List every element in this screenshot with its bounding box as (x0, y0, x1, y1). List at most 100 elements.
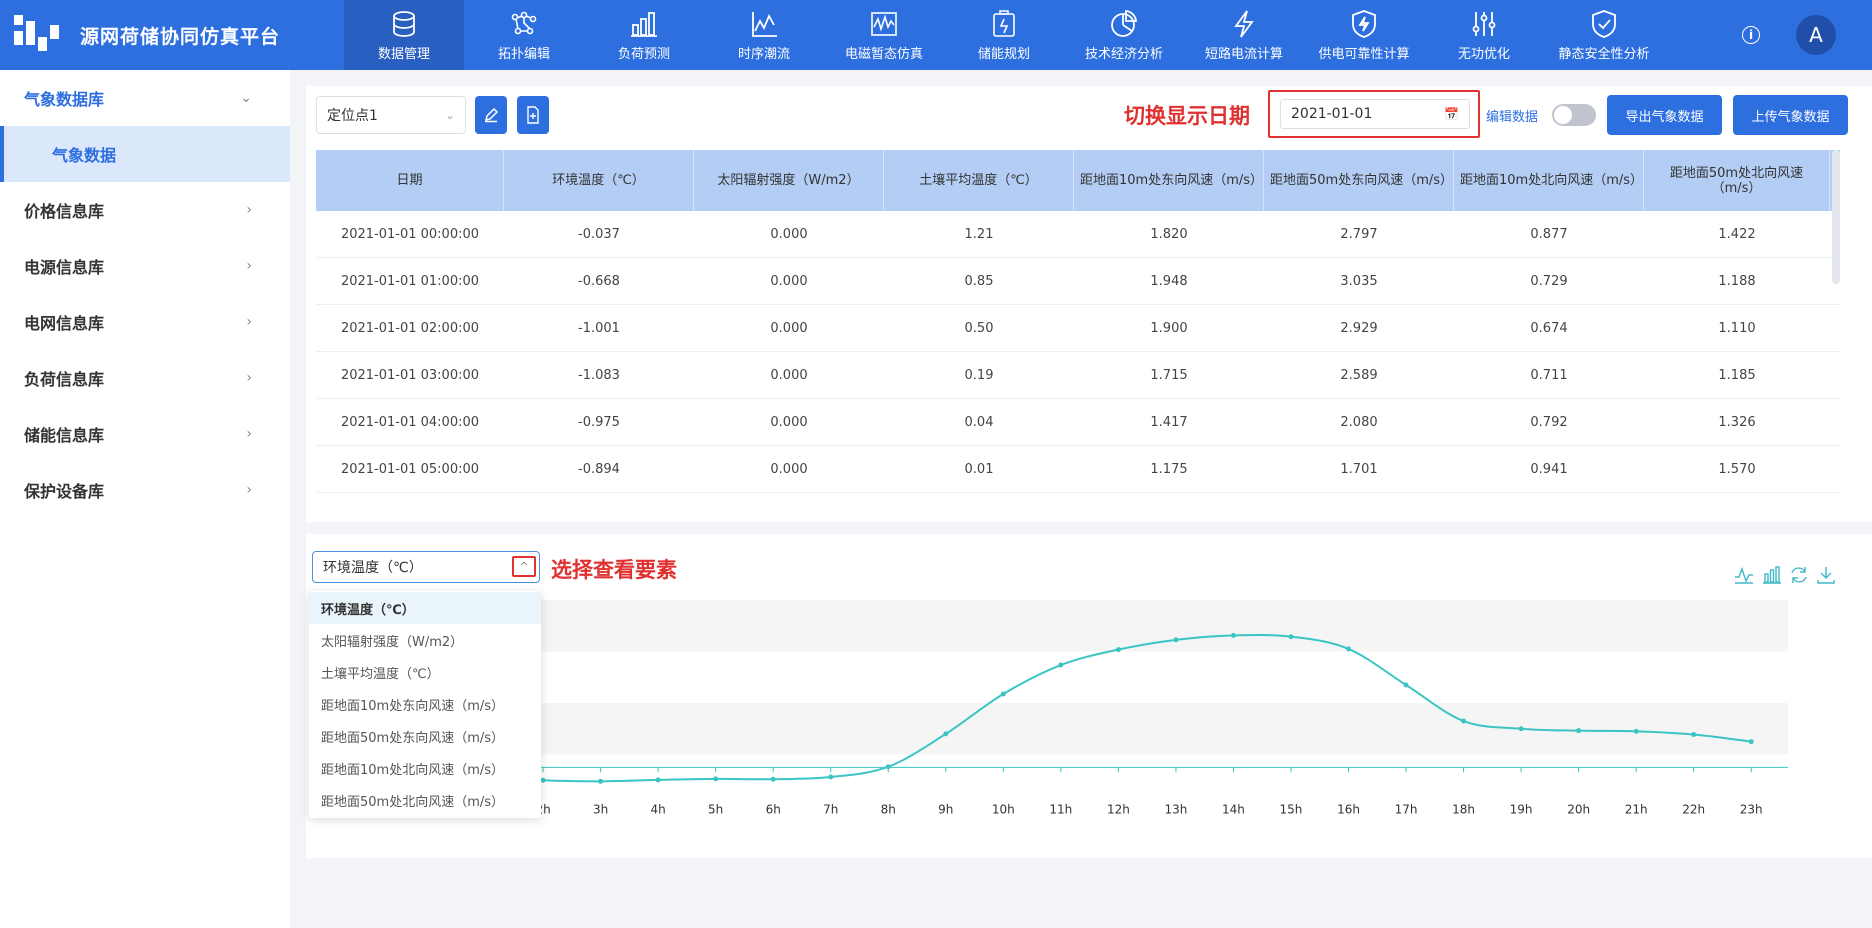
export-weather-button[interactable]: 导出气象数据 (1607, 95, 1722, 135)
dropdown-option[interactable]: 距地面50m处北向风速（m/s） (321, 794, 505, 810)
nav-label: 数据管理 (377, 46, 430, 62)
table-cell: 1.110 (1718, 320, 1756, 336)
table-cell: 0.877 (1530, 226, 1568, 242)
chart-panel (306, 534, 1872, 858)
shield-lightning-icon (1352, 9, 1376, 38)
edit-button[interactable] (475, 96, 507, 134)
data-point (1230, 632, 1236, 638)
data-point (1403, 682, 1409, 688)
table-cell: 2021-01-01 01:00:00 (340, 273, 480, 289)
table-row[interactable]: 2021-01-01 03:00:00 -1.083 0.000 0.19 1.715 2… (316, 352, 1840, 399)
edit-data-toggle[interactable] (1552, 104, 1596, 126)
dropdown-option[interactable]: 环境温度（℃） (309, 592, 541, 624)
sidebar-item-protection-db[interactable]: 保护设备库 › (0, 462, 290, 518)
data-point (1691, 732, 1697, 738)
chevron-right-icon: › (246, 482, 252, 498)
nav-label: 供电可靠性计算 (1318, 46, 1410, 62)
table-cell: 1.948 (1150, 273, 1188, 289)
x-tick-label: 10h (992, 802, 1015, 816)
data-point (1173, 637, 1179, 643)
x-tick-label: 6h (766, 802, 781, 816)
nav-item-reactive-opt[interactable]: 无功优化 (1424, 0, 1544, 70)
data-point (885, 764, 891, 770)
bar-switch-icon[interactable] (1762, 565, 1782, 585)
grid-band (420, 600, 1788, 652)
dropdown-option[interactable]: 太阳辐射强度（W/m2） (321, 634, 464, 650)
chevron-down-icon: ⌄ (444, 108, 455, 122)
table-cell: 1.21 (964, 226, 994, 242)
nav-item-storage-planning[interactable]: 储能规划 (944, 0, 1064, 70)
table-row[interactable]: 2021-01-01 00:00:00 -0.037 0.000 1.21 1.820 2… (316, 211, 1840, 258)
nav-item-timeseries-flow[interactable]: 时序潮流 (704, 0, 824, 70)
sliders-icon (1472, 11, 1496, 36)
lightning-icon (1234, 9, 1254, 38)
table-row[interactable]: 2021-01-01 02:00:00 -1.001 0.000 0.50 1.900 2… (316, 305, 1840, 352)
table-cell: 2.929 (1340, 320, 1378, 336)
column-header: 日期 (316, 150, 504, 211)
table-row[interactable]: 2021-01-01 05:00:00 -0.894 0.000 0.01 1.175 1… (316, 446, 1840, 493)
table-header: 日期 环境温度（℃） 太阳辐射强度（W/m2） 土壤平均温度（℃） 距地面10m… (316, 150, 1840, 211)
table-scrollbar[interactable] (1832, 150, 1840, 284)
nav-item-reliability[interactable]: 供电可靠性计算 (1304, 0, 1424, 70)
avatar[interactable]: A (1796, 15, 1836, 55)
chevron-right-icon: › (246, 426, 252, 442)
nav-item-topology[interactable]: 拓扑编辑 (464, 0, 584, 70)
battery-icon (993, 9, 1015, 37)
info-icon[interactable]: i (1742, 26, 1760, 44)
dropdown-option[interactable]: 距地面10m处北向风速（m/s） (321, 762, 505, 778)
sidebar-item-weather-db[interactable]: 气象数据库 ⌄ (0, 70, 290, 126)
upload-weather-button[interactable]: 上传气象数据 (1733, 95, 1848, 135)
x-tick-label: 19h (1510, 802, 1533, 816)
table-cell: 1.326 (1718, 414, 1756, 430)
nav-item-load-forecast[interactable]: 负荷预测 (584, 0, 704, 70)
line-switch-icon[interactable] (1734, 565, 1754, 585)
nav-item-static-security[interactable]: 静态安全性分析 (1544, 0, 1664, 70)
bar-chart-icon (631, 11, 657, 37)
new-file-button[interactable] (517, 96, 549, 134)
x-tick-label: 23h (1740, 802, 1763, 816)
table-cell: 0.04 (964, 414, 994, 430)
table-cell: 1.820 (1150, 226, 1188, 242)
data-point (1748, 739, 1754, 745)
sidebar-item-price-db[interactable]: 价格信息库 › (0, 182, 290, 238)
date-value: 2021-01-01 (1291, 106, 1373, 122)
table-cell: 1.900 (1150, 320, 1188, 336)
dropdown-option[interactable]: 土壤平均温度（℃） (321, 666, 440, 682)
platform-logo-icon (14, 15, 64, 55)
table-row[interactable]: 2021-01-01 04:00:00 -0.975 0.000 0.04 1.417 2… (316, 399, 1840, 446)
nav-label: 无功优化 (1457, 46, 1510, 62)
location-select-value: 定位点1 (327, 108, 378, 124)
column-header: 太阳辐射强度（W/m2） (694, 150, 884, 211)
calendar-icon: 📅 (1444, 107, 1459, 121)
sidebar-item-storage-db[interactable]: 储能信息库 › (0, 406, 290, 462)
nav-item-short-circuit[interactable]: 短路电流计算 (1184, 0, 1304, 70)
dropdown-option[interactable]: 距地面10m处东向风速（m/s） (321, 698, 505, 714)
nav-item-techno-economic[interactable]: 技术经济分析 (1064, 0, 1184, 70)
nav-item-em-transient[interactable]: 电磁暂态仿真 (824, 0, 944, 70)
data-point (1576, 728, 1582, 734)
element-select[interactable]: 环境温度（℃） (312, 551, 540, 583)
table-cell: 2021-01-01 04:00:00 (340, 414, 480, 430)
x-tick-label: 16h (1337, 802, 1360, 816)
download-icon[interactable] (1816, 565, 1836, 585)
dropdown-option[interactable]: 距地面50m处东向风速（m/s） (321, 730, 505, 746)
table-cell: 1.417 (1150, 414, 1188, 430)
table-cell: 0.85 (964, 273, 994, 289)
sidebar-subitem-weather-data[interactable]: 气象数据 (0, 126, 290, 182)
table-cell: 0.674 (1530, 320, 1568, 336)
chevron-right-icon: › (246, 370, 252, 386)
table-row[interactable]: 2021-01-01 01:00:00 -0.668 0.000 0.85 1.948 3… (316, 258, 1840, 305)
refresh-icon[interactable] (1789, 565, 1809, 585)
sidebar-item-grid-db[interactable]: 电网信息库 › (0, 294, 290, 350)
table-cell: 1.701 (1340, 461, 1378, 477)
sidebar-item-load-db[interactable]: 负荷信息库 › (0, 350, 290, 406)
date-picker[interactable]: 2021-01-01 📅 (1280, 99, 1470, 129)
sidebar-item-source-db[interactable]: 电源信息库 › (0, 238, 290, 294)
column-header: 土壤平均温度（℃） (884, 150, 1074, 211)
location-select[interactable]: 定位点1 ⌄ (316, 96, 466, 134)
data-point (1633, 728, 1639, 734)
chevron-up-icon[interactable]: ^ (512, 556, 536, 577)
sidebar-item-label: 负荷信息库 (24, 370, 105, 389)
element-dropdown: 环境温度（℃） 太阳辐射强度（W/m2） 土壤平均温度（℃） 距地面10m处东向… (309, 591, 541, 818)
nav-item-data-management[interactable]: 数据管理 (344, 0, 464, 70)
